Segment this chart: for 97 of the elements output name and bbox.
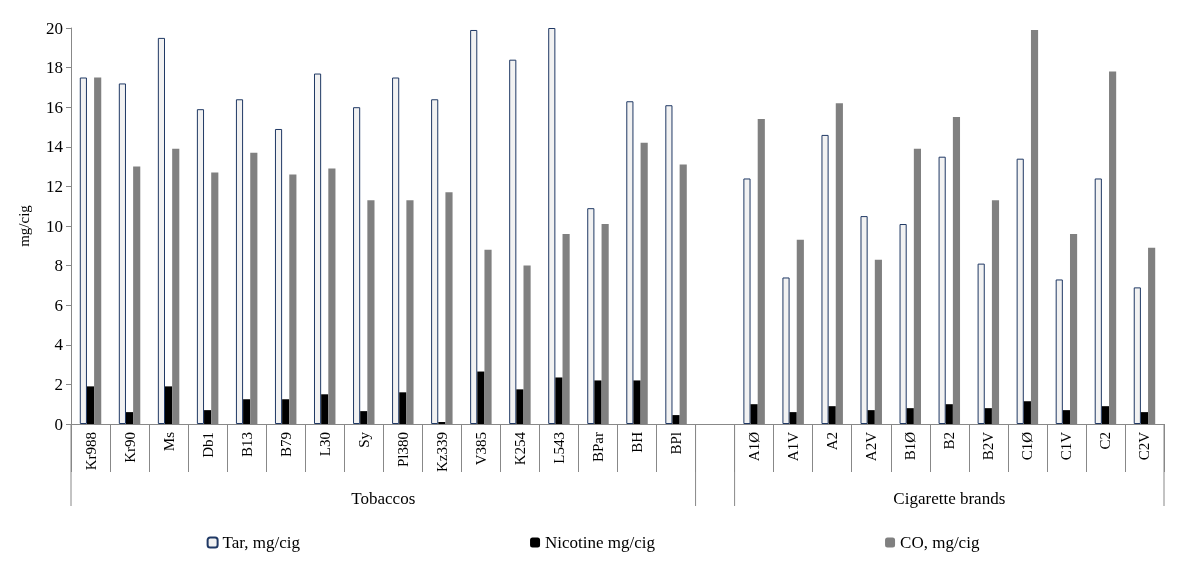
- bar: [399, 392, 407, 424]
- x-tick-label: C2V: [1136, 431, 1153, 461]
- y-tick-label: 6: [54, 295, 63, 315]
- bar: [899, 224, 907, 424]
- bar: [1140, 412, 1149, 424]
- bar: [314, 73, 322, 424]
- bar: [353, 107, 361, 424]
- bar: [243, 399, 251, 424]
- x-tick-label: L30: [316, 432, 333, 457]
- x-tick-label: C1V: [1058, 431, 1075, 461]
- legend-label: Nicotine mg/cig: [545, 533, 656, 552]
- x-tick-label: C2: [1097, 432, 1114, 450]
- bar: [392, 77, 400, 424]
- x-tick-label: Db1: [199, 432, 216, 458]
- bar: [594, 380, 602, 424]
- bar: [782, 277, 790, 424]
- bar: [1133, 287, 1141, 424]
- x-tick-label: BPar: [589, 432, 606, 462]
- bar: [626, 101, 634, 424]
- bar: [1055, 279, 1063, 424]
- text: Tobaccos: [351, 488, 416, 508]
- y-tick-label: 2: [54, 374, 63, 394]
- x-tick-label: V385: [472, 432, 489, 466]
- bar: [79, 77, 87, 424]
- bar: [821, 134, 829, 424]
- x-tick-label: A1Ø: [746, 431, 763, 462]
- bar: [196, 109, 205, 424]
- legend-label: Tar, mg/cig: [222, 533, 301, 552]
- bar: [360, 411, 368, 424]
- bar: [118, 83, 126, 424]
- bar: [204, 410, 212, 424]
- bar: [750, 404, 758, 424]
- y-tick-label: 0: [54, 414, 63, 434]
- bar: [555, 377, 563, 424]
- bar: [938, 156, 946, 424]
- bar: [477, 371, 485, 424]
- x-tick-label: Ms: [160, 431, 177, 452]
- x-tick-label: B79: [277, 432, 294, 458]
- bar: [235, 99, 244, 424]
- bar: [1101, 406, 1110, 424]
- bar: [1094, 178, 1102, 424]
- bar: [743, 178, 751, 424]
- bar: [984, 408, 992, 424]
- bar: [509, 59, 517, 424]
- bar: [587, 208, 595, 424]
- bar: [1062, 410, 1070, 424]
- x-tick-label: B13: [238, 432, 255, 458]
- x-tick-label: Kz339: [433, 432, 450, 472]
- y-tick-label: 18: [46, 58, 63, 78]
- bar: [977, 263, 985, 424]
- bar: [867, 410, 875, 424]
- x-tick-label: L543: [550, 432, 567, 464]
- bar: [1016, 158, 1024, 424]
- legend-label: CO, mg/cig: [900, 533, 980, 552]
- y-tick-label: 14: [46, 137, 64, 157]
- x-tick-label: K254: [511, 431, 528, 466]
- x-tick-label: B1Ø: [902, 431, 919, 461]
- y-tick-label: 20: [46, 18, 63, 38]
- x-tick-label: A1V: [785, 431, 802, 462]
- bar: [86, 386, 95, 424]
- bar: [274, 128, 283, 424]
- bar: [633, 380, 641, 424]
- bar: [945, 404, 953, 424]
- bar: [548, 28, 556, 424]
- x-tick-label: Kr90: [121, 432, 138, 463]
- y-axis-title: mg/cig: [15, 204, 32, 247]
- y-tick-label: 4: [54, 335, 64, 355]
- bar: [165, 386, 173, 424]
- bar: [157, 37, 166, 424]
- x-tick-label: B2: [941, 432, 958, 450]
- bar: [1023, 401, 1031, 424]
- bar: [828, 406, 836, 424]
- x-tick-label: BH: [629, 431, 646, 453]
- bar: [470, 29, 478, 424]
- y-tick-label: 12: [46, 176, 63, 196]
- x-tick-label: Kr988: [82, 432, 99, 471]
- bar: [789, 412, 797, 424]
- bar: [516, 389, 524, 424]
- bar: [672, 415, 680, 424]
- x-tick-label: BPl: [668, 432, 685, 455]
- bar: [125, 412, 134, 424]
- text: Cigarette brands: [893, 488, 1006, 508]
- bar: [431, 99, 439, 424]
- bar: [282, 399, 290, 424]
- x-tick-label: A2V: [863, 431, 880, 462]
- bar: [321, 394, 329, 424]
- bar: [665, 105, 673, 424]
- y-tick-label: 10: [46, 216, 63, 236]
- bar: [860, 216, 868, 424]
- x-tick-label: Sy: [355, 431, 372, 448]
- x-tick-label: B2V: [980, 431, 997, 461]
- y-tick-label: 8: [54, 256, 63, 276]
- x-tick-label: A2: [824, 432, 841, 451]
- y-tick-label: 16: [46, 97, 63, 117]
- x-tick-label: C1Ø: [1019, 431, 1036, 461]
- bar: [906, 408, 914, 424]
- x-tick-label: Pl380: [394, 432, 411, 468]
